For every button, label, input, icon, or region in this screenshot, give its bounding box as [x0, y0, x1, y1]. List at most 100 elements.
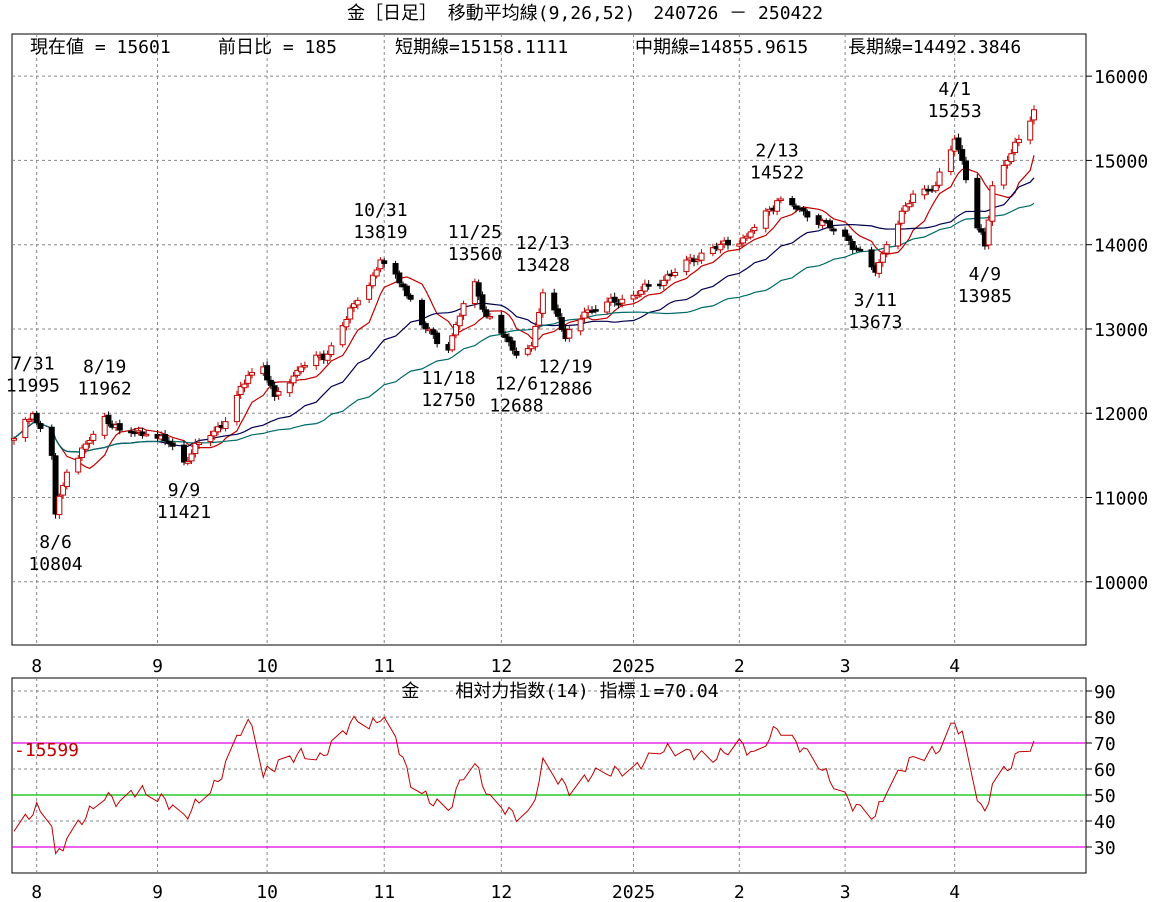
candle	[207, 430, 214, 447]
annotation-value: 11962	[78, 378, 132, 399]
candle	[845, 233, 852, 246]
candle-body	[505, 336, 512, 343]
candle	[577, 314, 584, 336]
annotation-value: 13985	[958, 286, 1012, 307]
ma-line-26	[13, 177, 1035, 453]
price-y-tick-label: 10000	[1094, 573, 1148, 594]
candle	[22, 417, 29, 442]
price-panel-frame	[11, 33, 1087, 646]
candle-body	[898, 210, 905, 224]
candle	[86, 436, 93, 448]
candle-body	[403, 285, 410, 297]
candle	[641, 279, 648, 295]
candle-body	[487, 316, 493, 319]
candle	[475, 279, 482, 301]
candle	[906, 199, 913, 211]
annotation-value: 13673	[848, 312, 902, 333]
candle-body	[373, 269, 380, 277]
candle	[528, 341, 535, 352]
candle	[800, 206, 807, 216]
annotation-date: 11/25	[448, 222, 502, 243]
candle-body	[558, 317, 565, 331]
candle	[536, 308, 543, 330]
rsi-level-label: -15599	[14, 740, 79, 761]
candle	[48, 424, 55, 460]
candle-body	[819, 220, 826, 226]
annotation-date: 3/11	[854, 290, 897, 311]
candle	[422, 321, 429, 334]
candle-body	[11, 438, 17, 441]
candle	[75, 455, 82, 475]
price-panel: 7/31119958/6108048/19119629/91142110/311…	[6, 3, 1148, 677]
annotation-value: 13560	[448, 244, 502, 265]
candle	[82, 440, 89, 454]
annotation-value: 11995	[6, 376, 60, 397]
price-x-tick-label: 10	[256, 656, 278, 677]
candle	[524, 344, 531, 357]
rsi-y-tick-label: 30	[1094, 838, 1116, 859]
candle-body	[1012, 141, 1019, 154]
candle	[339, 322, 346, 348]
candle-body	[52, 455, 59, 515]
candle	[366, 282, 373, 304]
rsi-y-tick-label: 70	[1094, 734, 1116, 755]
candle-body	[456, 315, 463, 327]
candle	[139, 427, 146, 439]
candle	[725, 236, 731, 250]
candle	[789, 195, 796, 208]
candle	[79, 444, 85, 462]
candle-body	[502, 333, 509, 338]
candle-body	[369, 274, 376, 287]
candle	[502, 330, 509, 342]
candle	[211, 426, 218, 440]
candle-body	[1015, 138, 1022, 144]
candle	[456, 313, 463, 330]
price-x-tick-label: 9	[152, 656, 163, 677]
candle-body	[298, 366, 305, 373]
candle-body	[577, 318, 584, 332]
long-ma-label: 長期線=14492.3846	[848, 37, 1021, 58]
candle-body	[249, 372, 255, 376]
candle-body	[139, 431, 146, 437]
candle	[717, 240, 724, 254]
candle-body	[207, 434, 214, 443]
candle	[373, 267, 380, 279]
candle-body	[422, 323, 429, 330]
candle-body	[233, 394, 240, 423]
candle-body	[169, 442, 176, 447]
candle	[774, 197, 781, 216]
price-x-ticks: 8 9 10 11 12 2025 2 3 4	[31, 656, 960, 677]
candle	[460, 300, 467, 320]
price-y-tick-label: 15000	[1094, 151, 1148, 172]
candle	[532, 322, 539, 351]
annotation-value: 14522	[750, 163, 804, 184]
candle-body	[955, 137, 962, 150]
candle-body	[60, 485, 67, 496]
rsi-grid	[12, 678, 1086, 873]
candle	[286, 378, 293, 397]
candle-body	[116, 423, 123, 431]
candle	[290, 371, 297, 387]
candle-body	[800, 207, 807, 212]
candle	[313, 351, 320, 370]
candle	[883, 241, 890, 258]
candle	[819, 218, 826, 229]
candle	[955, 133, 962, 154]
candle-body	[430, 329, 437, 335]
candle-body	[619, 298, 626, 304]
rsi-panel: 90 80 70 60 50 40 30 8 9 10 11 12 2025 2 3 4 金 相対力指数(1…	[11, 677, 1116, 902]
candle-body	[324, 353, 331, 361]
rsi-y-tick-label: 80	[1094, 708, 1116, 729]
candle	[324, 350, 331, 364]
rsi-x-ticks: 8 9 10 11 12 2025 2 3 4	[31, 882, 960, 902]
rsi-x-tick-label: 11	[373, 882, 395, 902]
candle-body	[400, 283, 407, 288]
candle	[181, 440, 187, 466]
candle	[351, 300, 357, 313]
annotation-date: 12/13	[516, 233, 570, 254]
candle-body	[638, 290, 645, 295]
candle-body	[989, 185, 996, 222]
candle	[959, 145, 966, 165]
